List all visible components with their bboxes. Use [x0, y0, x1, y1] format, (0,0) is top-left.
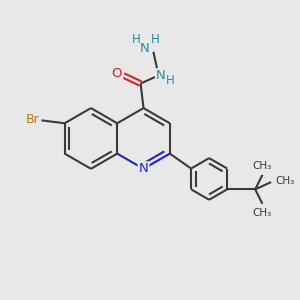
Text: H: H — [151, 32, 160, 46]
Text: CH₃: CH₃ — [253, 208, 272, 218]
Text: N: N — [140, 42, 149, 55]
Text: N: N — [156, 69, 166, 82]
Text: O: O — [112, 67, 122, 80]
Text: N: N — [139, 162, 148, 175]
Text: Br: Br — [26, 113, 40, 126]
Text: H: H — [132, 33, 140, 46]
Text: H: H — [166, 74, 175, 87]
Text: CH₃: CH₃ — [275, 176, 295, 186]
Text: CH₃: CH₃ — [253, 161, 272, 171]
